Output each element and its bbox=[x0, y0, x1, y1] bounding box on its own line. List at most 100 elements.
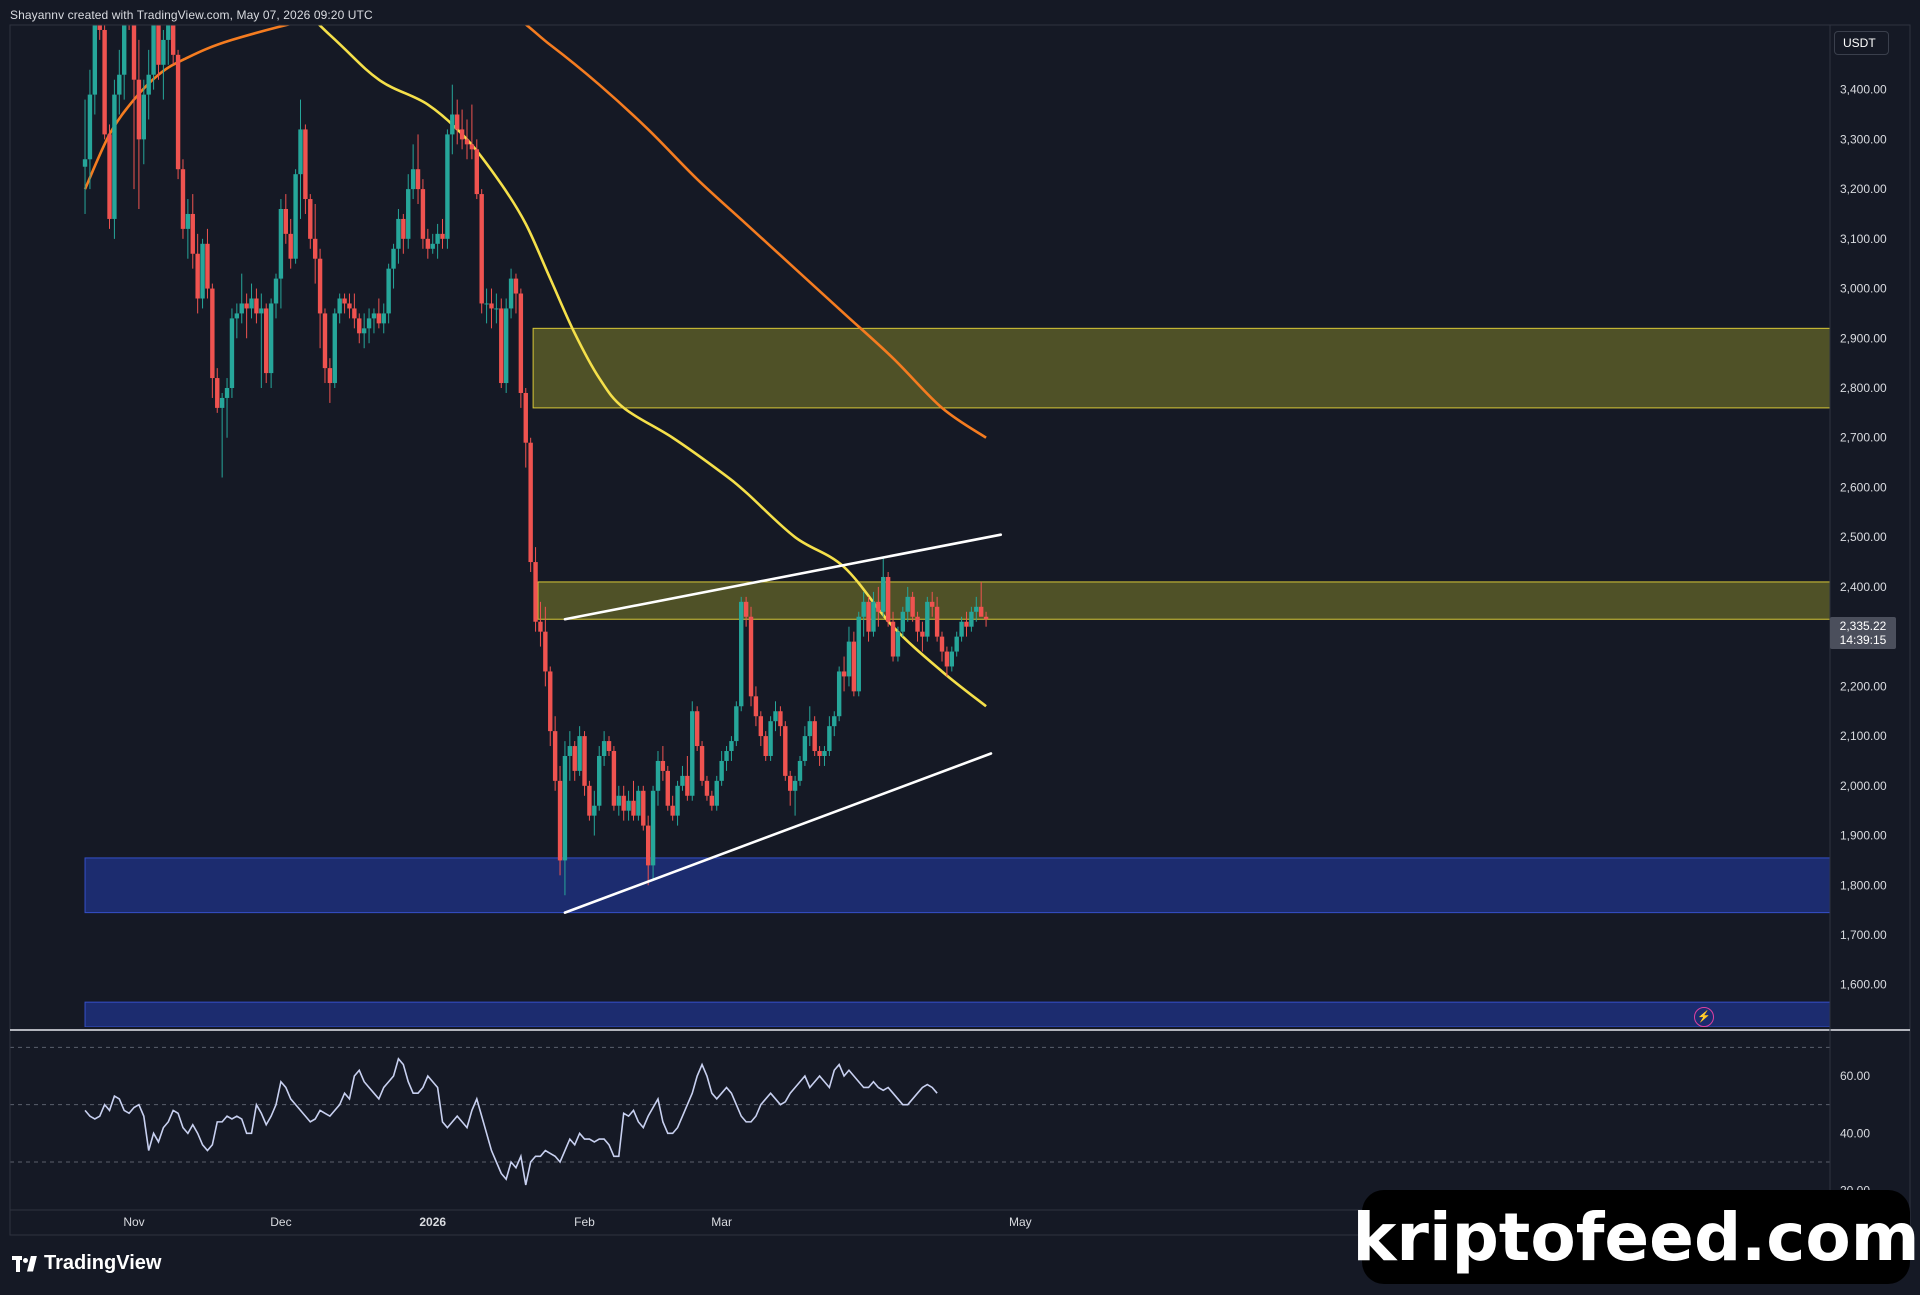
candle-body bbox=[410, 169, 416, 190]
candle-body bbox=[352, 308, 357, 319]
candle-up bbox=[592, 790, 597, 836]
rsi-panel bbox=[10, 1046, 1830, 1186]
candle-up bbox=[151, 25, 156, 90]
candle-up bbox=[234, 303, 240, 339]
candle-body bbox=[930, 601, 935, 607]
candle-up bbox=[332, 308, 337, 389]
candle-down bbox=[890, 611, 896, 662]
candle-body bbox=[616, 795, 622, 806]
candle-up bbox=[675, 780, 680, 826]
candle-body bbox=[964, 621, 969, 627]
currency-badge[interactable]: USDT bbox=[1834, 31, 1889, 55]
candle-body bbox=[915, 616, 920, 632]
candle-down bbox=[812, 716, 817, 756]
candle-down bbox=[557, 765, 563, 876]
panel-frame bbox=[9, 24, 1911, 1236]
candle-up bbox=[856, 611, 861, 697]
candle-body bbox=[802, 736, 808, 761]
candle-body bbox=[787, 775, 793, 791]
candle-down bbox=[474, 139, 479, 200]
candle-down bbox=[205, 228, 210, 299]
candle-body bbox=[131, 25, 137, 80]
candle-body bbox=[567, 746, 573, 756]
candle-down bbox=[582, 731, 587, 796]
trendlines-layer bbox=[563, 533, 1003, 914]
candle-body bbox=[273, 278, 279, 304]
candle-up bbox=[949, 646, 954, 672]
candle-down bbox=[288, 218, 293, 269]
candle-down bbox=[606, 736, 612, 756]
candle-body bbox=[347, 303, 352, 309]
candle-up bbox=[768, 716, 773, 761]
candle-body bbox=[107, 134, 112, 219]
candle-body bbox=[900, 611, 906, 632]
candle-up bbox=[430, 233, 435, 254]
price-tick-label: 2,100.00 bbox=[1840, 729, 1887, 743]
candle-body bbox=[543, 631, 548, 672]
candle-up bbox=[166, 25, 171, 65]
tradingview-logo[interactable]: TradingView bbox=[12, 1252, 161, 1275]
candle-up bbox=[450, 84, 455, 155]
candle-down bbox=[156, 25, 161, 80]
moving-average-slow bbox=[83, 25, 987, 439]
candle-down bbox=[308, 194, 313, 249]
candle-body bbox=[533, 562, 538, 622]
rsi-tick-label: 60.00 bbox=[1840, 1069, 1870, 1083]
candle-down bbox=[533, 547, 538, 632]
candle-up bbox=[714, 775, 719, 811]
price-tick-label: 1,700.00 bbox=[1840, 928, 1887, 942]
candle-up bbox=[185, 199, 191, 259]
candle-body bbox=[391, 248, 396, 269]
candle-down bbox=[327, 358, 333, 403]
candle-body bbox=[866, 601, 871, 632]
candle-body bbox=[244, 303, 249, 309]
candle-body bbox=[597, 755, 602, 806]
candle-body bbox=[499, 308, 504, 384]
candle-body bbox=[910, 596, 915, 617]
candle-down bbox=[685, 755, 690, 801]
candle-body bbox=[978, 606, 984, 617]
candle-body bbox=[234, 313, 240, 319]
candle-body bbox=[455, 114, 460, 130]
candle-down bbox=[758, 711, 764, 747]
candle-body bbox=[748, 616, 754, 697]
candle-up bbox=[827, 716, 832, 756]
candle-up bbox=[219, 392, 225, 478]
price-tick-label: 1,900.00 bbox=[1840, 829, 1887, 843]
candle-body bbox=[645, 825, 651, 866]
time-tick-label: Feb bbox=[574, 1215, 595, 1229]
candle-body bbox=[582, 736, 587, 786]
candle-down bbox=[180, 159, 186, 239]
candle-body bbox=[783, 726, 788, 776]
candle-down bbox=[513, 273, 519, 314]
candle-body bbox=[327, 368, 333, 384]
candle-up bbox=[925, 596, 930, 642]
candle-up bbox=[871, 591, 876, 637]
candle-down bbox=[97, 25, 102, 40]
candle-down bbox=[528, 437, 533, 572]
candle-up bbox=[650, 785, 656, 881]
supply-zone bbox=[537, 581, 1830, 620]
candle-body bbox=[925, 601, 930, 637]
candle-down bbox=[548, 666, 553, 747]
candle-up bbox=[881, 557, 886, 617]
candle-body bbox=[939, 636, 945, 652]
candle-body bbox=[743, 601, 749, 617]
candle-up bbox=[410, 144, 416, 200]
demand-zone bbox=[84, 1001, 1830, 1027]
candle-body bbox=[440, 233, 445, 239]
lightning-icon[interactable]: ⚡ bbox=[1694, 1007, 1714, 1027]
candle-body bbox=[660, 760, 666, 771]
candle-body bbox=[494, 308, 499, 310]
candle-up bbox=[112, 79, 117, 239]
candle-body bbox=[974, 606, 979, 612]
price-tick-label: 2,200.00 bbox=[1840, 679, 1887, 693]
candle-down bbox=[499, 298, 504, 389]
rsi-tick-label: 40.00 bbox=[1840, 1126, 1870, 1140]
candle-body bbox=[792, 780, 798, 791]
candle-body bbox=[156, 25, 161, 65]
candle-up bbox=[361, 313, 367, 349]
candle-up bbox=[391, 243, 396, 289]
candle-body bbox=[680, 775, 685, 786]
